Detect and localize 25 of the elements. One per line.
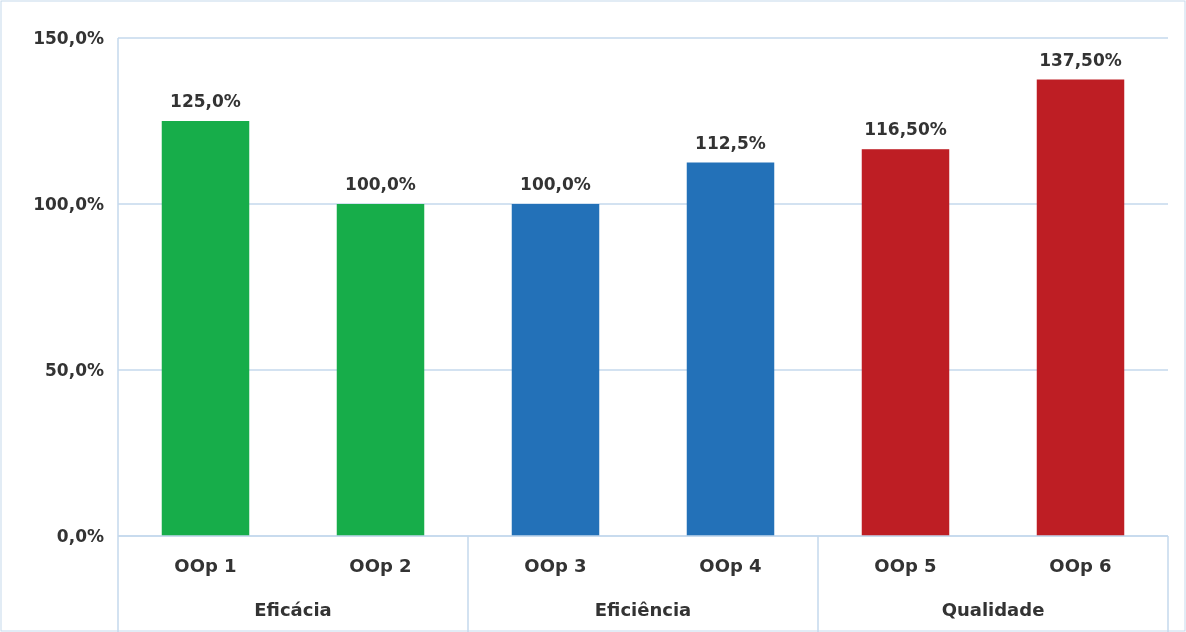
bar	[1036, 79, 1125, 536]
y-tick-label: 150,0%	[33, 27, 104, 48]
bar	[161, 121, 250, 536]
y-tick-label: 100,0%	[33, 193, 104, 214]
x-tick-label: OOp 2	[349, 555, 412, 576]
text: Qualidade	[941, 599, 1045, 620]
y-tick-label: 0,0%	[56, 525, 104, 546]
data-label: 100,0%	[345, 174, 416, 194]
data-label: 116,50%	[864, 119, 947, 140]
x-tick-label: OOp 1	[174, 555, 237, 576]
x-tick-label: OOp 3	[524, 555, 587, 576]
x-tick-label: OOp 5	[874, 555, 937, 576]
y-tick-label: 50,0%	[45, 359, 104, 380]
data-label: 125,0%	[170, 91, 241, 111]
data-label: 137,50%	[1039, 49, 1122, 70]
bar	[861, 149, 950, 536]
x-tick-label: OOp 4	[699, 555, 762, 576]
bar	[336, 204, 425, 536]
bar	[686, 162, 775, 536]
data-label: 100,0%	[520, 174, 591, 194]
x-tick-label: OOp 6	[1049, 555, 1112, 576]
text: Eficácia	[254, 599, 332, 620]
data-label: 112,5%	[695, 132, 766, 153]
text: Eficiência	[594, 599, 692, 620]
bar	[511, 204, 600, 536]
